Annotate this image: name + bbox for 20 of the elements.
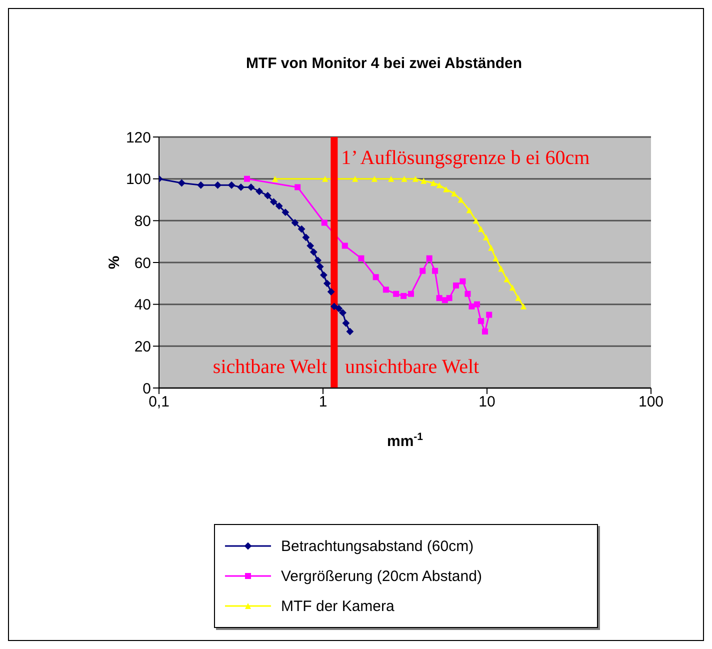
y-tick-label: 80 xyxy=(134,212,151,230)
chart-title: MTF von Monitor 4 bei zwei Abständen xyxy=(244,55,524,72)
legend-label: Vergrößerung (20cm Abstand) xyxy=(281,568,482,584)
y-tick-label: 0 xyxy=(142,380,151,398)
annotation: unsichtbare Welt xyxy=(345,356,480,378)
y-tick-label: 40 xyxy=(134,296,151,314)
x-tick-label: 0,1 xyxy=(148,394,170,411)
y-tick-label: 20 xyxy=(134,338,151,356)
y-tick-label: 120 xyxy=(126,129,151,146)
x-tick-label: 10 xyxy=(478,394,496,411)
y-tick-label: 100 xyxy=(126,171,151,188)
legend-label: MTF der Kamera xyxy=(281,598,394,614)
y-tick-label: 60 xyxy=(134,254,151,272)
x-tick-label: 1 xyxy=(318,394,328,411)
x-tick-label: 100 xyxy=(638,394,664,411)
legend-label: Betrachtungsabstand (60cm) xyxy=(281,538,474,554)
annotation: sichtbare Welt xyxy=(212,356,328,378)
x-axis-title: mm$^{-1}$ xyxy=(386,431,424,450)
ref-line-label: 1’ Auflösungsgrenze b ei 60cm xyxy=(341,147,590,169)
y-axis-title: % xyxy=(106,256,123,270)
